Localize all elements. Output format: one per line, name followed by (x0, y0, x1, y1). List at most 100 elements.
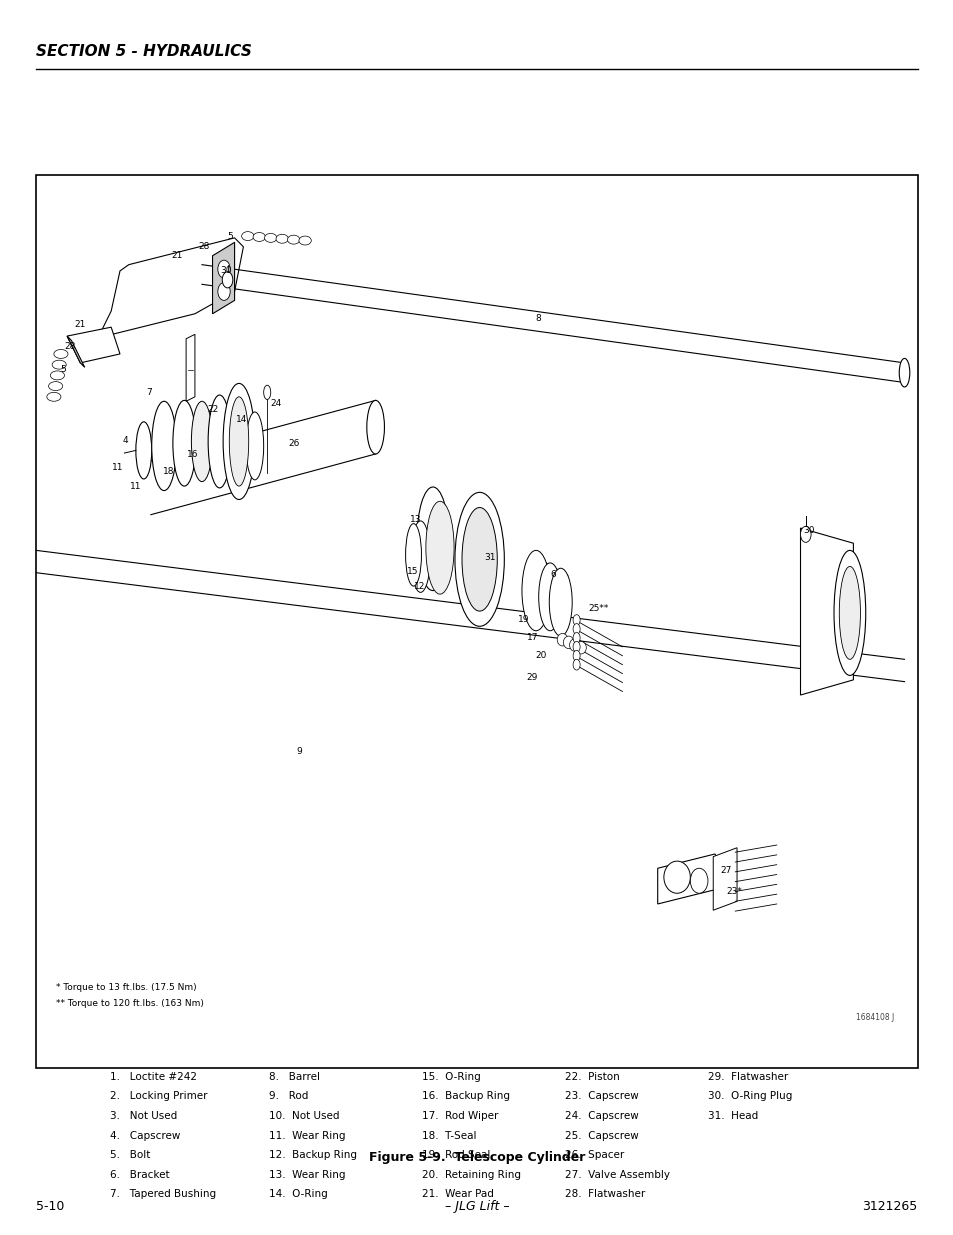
Ellipse shape (573, 641, 579, 652)
Ellipse shape (298, 236, 311, 245)
Text: 14: 14 (235, 415, 247, 424)
Text: 25.  Capscrew: 25. Capscrew (564, 1130, 638, 1140)
Text: 31: 31 (484, 553, 496, 562)
Polygon shape (800, 529, 853, 695)
Ellipse shape (899, 358, 909, 387)
Ellipse shape (49, 382, 63, 390)
Ellipse shape (208, 395, 231, 488)
Text: 9.   Rod: 9. Rod (269, 1092, 308, 1102)
Text: 29: 29 (525, 673, 537, 682)
Text: 10.  Not Used: 10. Not Used (269, 1112, 339, 1121)
Ellipse shape (573, 615, 579, 625)
Polygon shape (539, 561, 567, 605)
Ellipse shape (52, 361, 66, 369)
Ellipse shape (287, 235, 299, 245)
Text: 11: 11 (112, 463, 123, 472)
Ellipse shape (521, 551, 550, 631)
Ellipse shape (253, 232, 265, 242)
Text: 16: 16 (187, 451, 198, 459)
Ellipse shape (833, 551, 864, 676)
Ellipse shape (549, 568, 572, 636)
Text: 2.   Locking Primer: 2. Locking Primer (110, 1092, 207, 1102)
Text: 13: 13 (409, 515, 420, 524)
Ellipse shape (557, 634, 567, 646)
Text: 16.  Backup Ring: 16. Backup Ring (421, 1092, 509, 1102)
Text: SECTION 5 - HYDRAULICS: SECTION 5 - HYDRAULICS (36, 44, 252, 59)
Ellipse shape (229, 396, 249, 487)
Ellipse shape (217, 261, 230, 278)
Ellipse shape (405, 524, 421, 587)
Text: 15: 15 (407, 567, 418, 577)
Ellipse shape (839, 567, 860, 659)
Text: 25**: 25** (588, 604, 608, 613)
Text: 22: 22 (207, 405, 218, 414)
Text: 24.  Capscrew: 24. Capscrew (564, 1112, 638, 1121)
Text: 1684108 J: 1684108 J (855, 1013, 893, 1021)
Text: 1.   Loctite #242: 1. Loctite #242 (110, 1072, 196, 1082)
Ellipse shape (152, 401, 176, 490)
Text: 11.  Wear Ring: 11. Wear Ring (269, 1130, 345, 1140)
Text: 3121265: 3121265 (862, 1199, 917, 1213)
Text: 5: 5 (60, 364, 66, 374)
Text: 20: 20 (535, 651, 546, 661)
Text: 13.  Wear Ring: 13. Wear Ring (269, 1170, 345, 1179)
Text: 31.  Head: 31. Head (707, 1112, 758, 1121)
Ellipse shape (573, 651, 579, 661)
Text: 17.  Rod Wiper: 17. Rod Wiper (421, 1112, 497, 1121)
Ellipse shape (663, 861, 690, 893)
Polygon shape (213, 242, 234, 314)
Text: 3.   Not Used: 3. Not Used (110, 1112, 176, 1121)
Ellipse shape (573, 624, 579, 635)
Text: 23*: 23* (725, 887, 741, 895)
Text: 15.  O-Ring: 15. O-Ring (421, 1072, 480, 1082)
Text: 26: 26 (289, 438, 300, 448)
Text: 28.  Flatwasher: 28. Flatwasher (564, 1189, 644, 1199)
Text: 6: 6 (550, 571, 556, 579)
Text: 11: 11 (130, 482, 141, 490)
Ellipse shape (455, 493, 504, 626)
Text: 7.   Tapered Bushing: 7. Tapered Bushing (110, 1189, 215, 1199)
Text: 8: 8 (536, 314, 541, 322)
Text: 28: 28 (64, 342, 75, 351)
Ellipse shape (217, 283, 230, 300)
Ellipse shape (241, 232, 253, 241)
Ellipse shape (135, 422, 152, 479)
Text: 12: 12 (414, 582, 425, 590)
Text: 12.  Backup Ring: 12. Backup Ring (269, 1150, 356, 1160)
Polygon shape (713, 847, 737, 910)
Polygon shape (67, 327, 120, 363)
Text: 26.  Spacer: 26. Spacer (564, 1150, 623, 1160)
Ellipse shape (461, 508, 497, 611)
Text: 30.  O-Ring Plug: 30. O-Ring Plug (707, 1092, 791, 1102)
Ellipse shape (223, 383, 254, 499)
Ellipse shape (275, 235, 288, 243)
Text: 23.  Capscrew: 23. Capscrew (564, 1092, 638, 1102)
Text: Figure 5-9.  Telescope Cylinder: Figure 5-9. Telescope Cylinder (369, 1151, 584, 1165)
Text: 19.  Rod Seal: 19. Rod Seal (421, 1150, 490, 1160)
Ellipse shape (575, 641, 586, 655)
Ellipse shape (800, 526, 810, 542)
Text: 30: 30 (220, 267, 232, 275)
Text: 14.  O-Ring: 14. O-Ring (269, 1189, 328, 1199)
Ellipse shape (51, 370, 65, 380)
Ellipse shape (573, 659, 579, 671)
Text: 22.  Piston: 22. Piston (564, 1072, 618, 1082)
Text: 27: 27 (720, 866, 731, 874)
Text: 29.  Flatwasher: 29. Flatwasher (707, 1072, 787, 1082)
Text: 27.  Valve Assembly: 27. Valve Assembly (564, 1170, 669, 1179)
Ellipse shape (263, 385, 271, 399)
Ellipse shape (411, 521, 430, 593)
Ellipse shape (264, 233, 276, 242)
Text: 18.  T-Seal: 18. T-Seal (421, 1130, 476, 1140)
Text: 4: 4 (122, 436, 128, 445)
Text: 20.  Retaining Ring: 20. Retaining Ring (421, 1170, 520, 1179)
Ellipse shape (222, 272, 233, 288)
Ellipse shape (416, 487, 448, 590)
Text: 6.   Bracket: 6. Bracket (110, 1170, 170, 1179)
Polygon shape (657, 853, 723, 904)
Text: 8.   Barrel: 8. Barrel (269, 1072, 319, 1082)
Polygon shape (98, 238, 243, 338)
Text: 17: 17 (526, 634, 537, 642)
Ellipse shape (573, 632, 579, 643)
Text: * Torque to 13 ft.lbs. (17.5 Nm): * Torque to 13 ft.lbs. (17.5 Nm) (55, 983, 196, 993)
